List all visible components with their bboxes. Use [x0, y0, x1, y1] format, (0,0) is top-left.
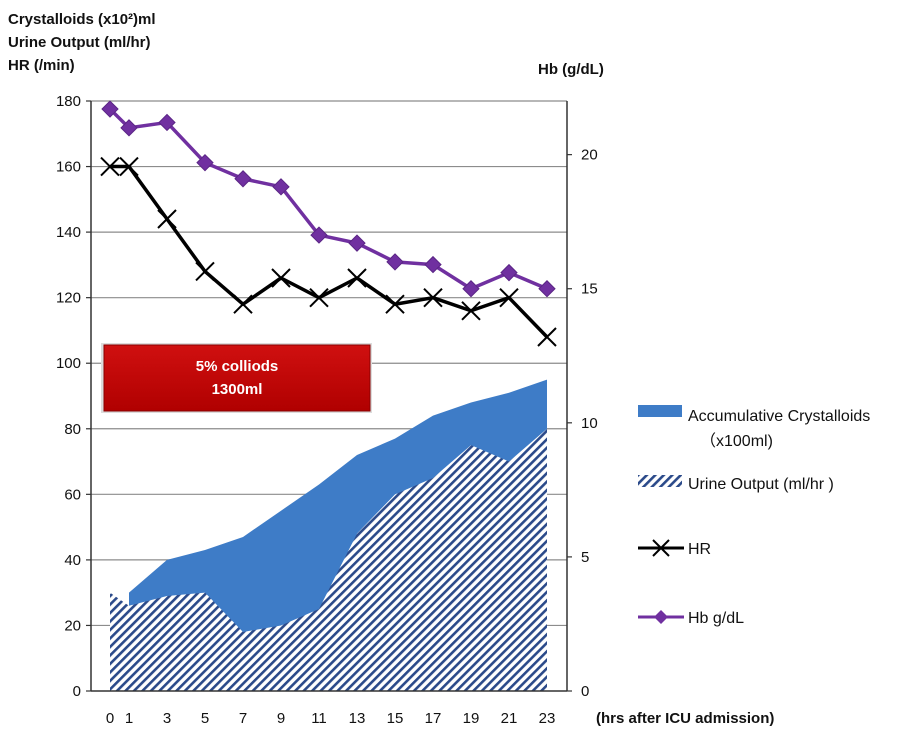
x-tick-label: 13 — [349, 710, 366, 727]
line-series — [100, 100, 557, 347]
hr-point — [100, 156, 120, 177]
x-axis-title: (hrs after ICU admission) — [596, 710, 774, 727]
legend-item-urine: Urine Output (ml/hr ) — [638, 475, 834, 493]
x-tick-label: 17 — [425, 710, 442, 727]
hb-line — [108, 107, 548, 291]
left-tick-label: 60 — [64, 486, 81, 503]
left-tick-label: 80 — [64, 421, 81, 438]
legend-hb-marker — [654, 610, 668, 624]
left-tick-label: 100 — [56, 355, 81, 372]
x-tick-label: 7 — [239, 710, 247, 727]
left-tick-label: 120 — [56, 290, 81, 307]
axes — [86, 100, 572, 692]
legend-label-crystalloids-line-2: （x100ml) — [700, 432, 773, 450]
left-tick-label: 40 — [64, 552, 81, 569]
hr-point — [423, 287, 443, 308]
hr-point — [347, 268, 367, 288]
hb-point — [500, 263, 518, 282]
hr-point — [233, 294, 253, 314]
hb-point — [234, 170, 252, 188]
left-tick-label: 0 — [73, 683, 81, 700]
x-tick-label: 1 — [125, 710, 133, 727]
area-series — [110, 379, 547, 691]
hb-point — [386, 253, 404, 271]
x-tick-label: 9 — [277, 710, 285, 727]
hb-point — [462, 280, 480, 298]
legend-item-crystalloids: Accumulative Crystalloids （x100ml) — [638, 405, 870, 450]
left-axis-title-line-1: Crystalloids (x10²)ml — [8, 11, 156, 28]
legend-label-crystalloids-line-1: Accumulative Crystalloids — [688, 408, 870, 425]
right-tick-label: 15 — [581, 281, 598, 298]
x-tick-label: 5 — [201, 710, 209, 727]
hr-point — [119, 156, 139, 177]
legend-item-hr: HR — [638, 539, 711, 558]
hb-point — [348, 234, 366, 252]
legend-label-hb: Hb g/dL — [688, 610, 744, 627]
annotation-line-2: 1300ml — [212, 381, 263, 398]
hb-point — [424, 255, 442, 274]
legend: Accumulative Crystalloids （x100ml) Urine… — [638, 405, 870, 627]
x-tick-label: 21 — [501, 710, 518, 727]
hr-point — [271, 268, 291, 288]
x-tick-label: 19 — [463, 710, 480, 727]
right-tick-label: 20 — [581, 147, 598, 164]
left-tick-label: 140 — [56, 224, 81, 241]
hb-point — [196, 153, 214, 172]
colloids-annotation: 5% colliods 1300ml — [101, 343, 372, 413]
x-tick-label: 23 — [539, 710, 556, 727]
legend-item-hb: Hb g/dL — [638, 610, 744, 627]
hr-point — [537, 327, 557, 347]
left-tick-label: 180 — [56, 93, 81, 110]
hr-point — [385, 294, 405, 314]
right-axis-title: Hb (g/dL) — [538, 61, 604, 78]
legend-swatch-crystalloids — [638, 405, 682, 417]
left-tick-label: 160 — [56, 159, 81, 176]
annotation-line-1: 5% colliods — [196, 358, 279, 375]
hr-point — [195, 261, 215, 282]
x-tick-label: 0 — [106, 710, 114, 727]
hr-point — [461, 301, 481, 321]
left-axis-title-line-3: HR (/min) — [8, 57, 75, 74]
left-axis-title-line-2: Urine Output (ml/hr) — [8, 34, 151, 51]
right-tick-label: 5 — [581, 549, 589, 566]
x-tick-label: 3 — [163, 710, 171, 727]
hb-point — [158, 113, 176, 132]
legend-swatch-urine — [638, 475, 682, 487]
hb-point — [310, 226, 328, 244]
hr-point — [309, 287, 329, 308]
right-tick-label: 10 — [581, 415, 598, 432]
hr-line — [110, 164, 549, 339]
x-tick-label: 15 — [387, 710, 404, 727]
x-tick-label: 11 — [311, 710, 327, 727]
hr-point — [499, 287, 519, 308]
legend-hr-marker — [652, 539, 670, 557]
area-urine-output — [110, 428, 547, 691]
hb-point — [272, 178, 290, 196]
hr-point — [157, 209, 177, 229]
hb-point — [538, 280, 556, 298]
legend-label-urine: Urine Output (ml/hr ) — [688, 476, 834, 493]
left-tick-label: 20 — [64, 617, 81, 634]
legend-label-hr: HR — [688, 541, 711, 558]
hb-point — [120, 119, 138, 137]
right-tick-label: 0 — [581, 683, 589, 700]
hb-point — [101, 100, 119, 118]
